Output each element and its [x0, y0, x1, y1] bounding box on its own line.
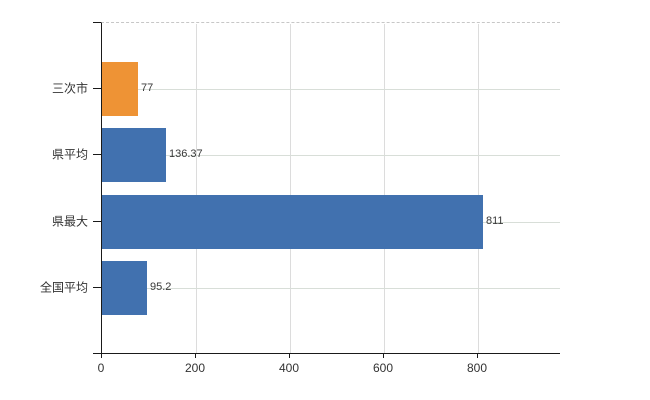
- bar-value-label: 77: [141, 82, 154, 94]
- bar-value-label: 95.2: [150, 281, 172, 293]
- y-axis-tick: [93, 221, 101, 222]
- x-axis-tick: [289, 354, 290, 358]
- x-axis-line: [93, 353, 560, 354]
- bar: [102, 195, 483, 249]
- category-label: 三次市: [51, 81, 88, 96]
- x-axis-tick-label: 600: [372, 361, 394, 375]
- y-axis-tick: [93, 154, 101, 155]
- gridline-vertical: [478, 24, 479, 353]
- x-axis-tick: [195, 354, 196, 358]
- category-label: 県最大: [51, 214, 88, 229]
- bar-value-label: 136.37: [169, 148, 203, 160]
- x-axis-tick: [477, 354, 478, 358]
- bar-value-label: 811: [486, 215, 504, 227]
- x-axis-tick-label: 400: [278, 361, 300, 375]
- bar: [102, 128, 166, 182]
- category-label: 全国平均: [39, 280, 88, 295]
- gridline-horizontal: [102, 288, 560, 289]
- bar: [102, 62, 138, 116]
- category-label: 県平均: [51, 147, 88, 162]
- x-axis-tick: [383, 354, 384, 358]
- plot-area: [101, 22, 560, 353]
- gridline-vertical: [290, 24, 291, 353]
- y-axis-tick: [93, 22, 101, 23]
- x-axis-tick-label: 0: [97, 361, 105, 375]
- y-axis-tick: [93, 88, 101, 89]
- x-axis-tick: [101, 354, 102, 358]
- y-axis-tick: [93, 287, 101, 288]
- bar: [102, 261, 147, 315]
- gridline-horizontal: [102, 155, 560, 156]
- gridline-horizontal: [102, 89, 560, 90]
- gridline-vertical: [196, 24, 197, 353]
- x-axis-tick-label: 200: [184, 361, 206, 375]
- x-axis-tick-label: 800: [466, 361, 488, 375]
- gridline-vertical: [384, 24, 385, 353]
